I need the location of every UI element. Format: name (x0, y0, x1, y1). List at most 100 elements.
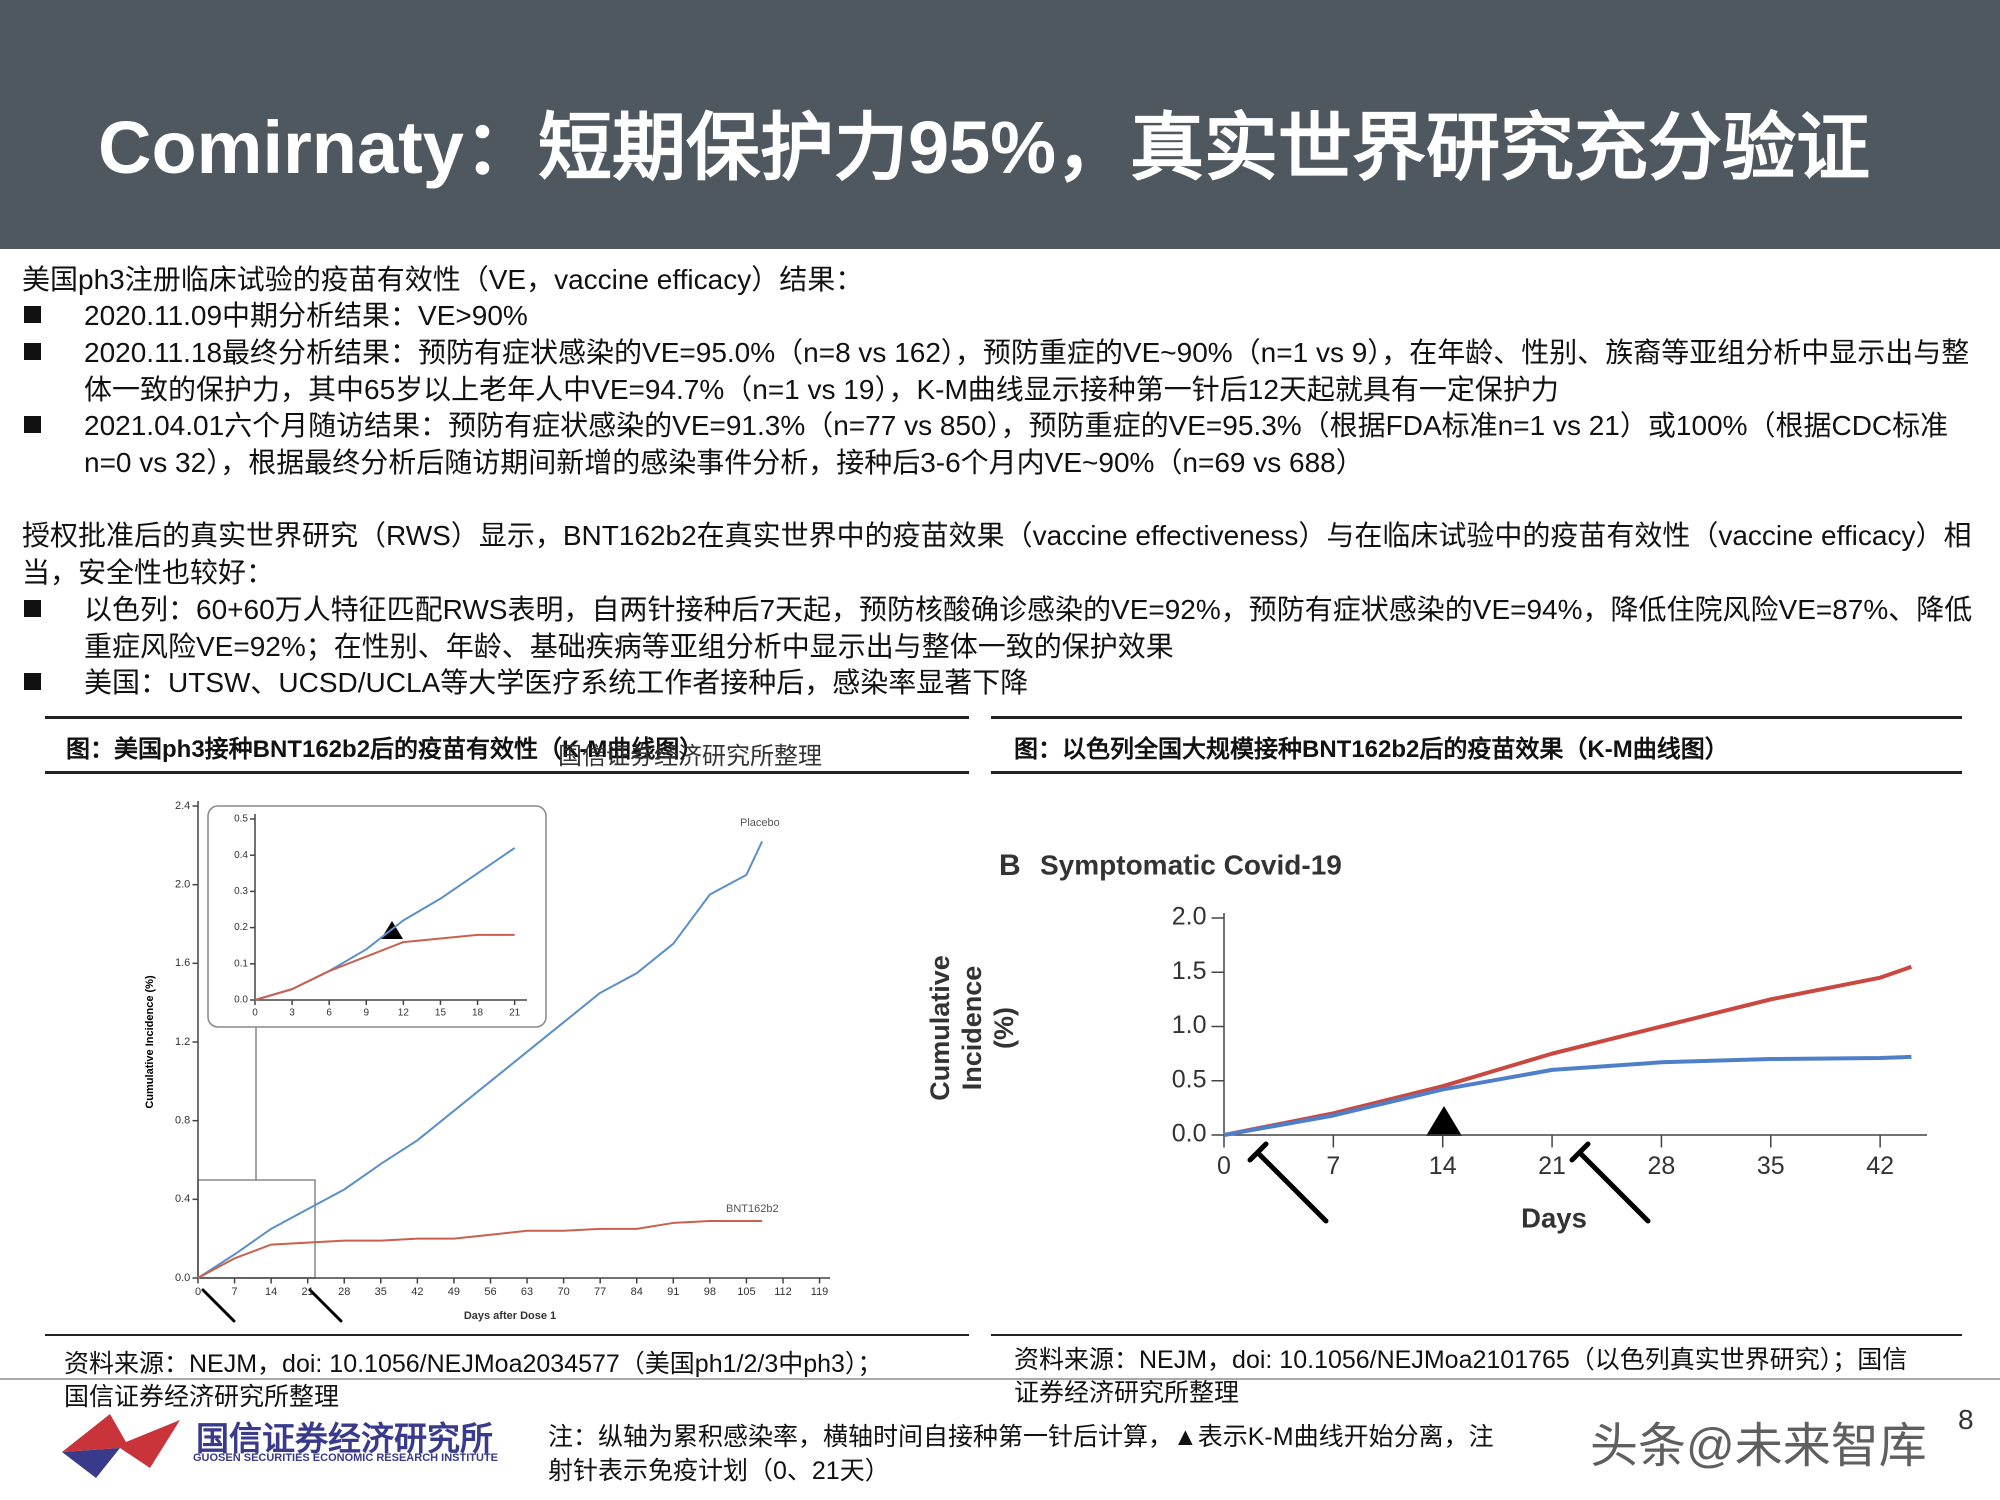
x-tick-label: 0 (1217, 1152, 1231, 1180)
y-tick-label: 2.4 (175, 800, 190, 812)
x-axis-label: Days (1521, 1202, 1587, 1233)
y-tick-label: 1.5 (1172, 957, 1207, 985)
series-line (197, 840, 764, 1279)
x-tick-label: 105 (737, 1286, 755, 1298)
x-tick-label: 6 (326, 1008, 332, 1019)
y-tick-label: 0.0 (234, 995, 248, 1006)
logo-text: 国信证券经济研究所 (196, 1420, 493, 1457)
x-tick-label: 112 (774, 1286, 792, 1298)
x-tick-label: 35 (375, 1286, 387, 1298)
x-tick-label: 77 (594, 1286, 606, 1298)
x-tick-label: 0 (195, 1286, 201, 1298)
y-tick-label: 0.3 (234, 886, 248, 897)
x-tick-label: 91 (667, 1286, 679, 1298)
x-tick-label: 28 (338, 1286, 350, 1298)
inset-frame (207, 805, 547, 1028)
y-tick-label: 0.2 (234, 922, 248, 933)
bullet-text: 2021.04.01六个月随访结果：预防有症状感染的VE=91.3%（n=77 … (84, 410, 1949, 478)
figure-source: 资料来源：NEJM，doi: 10.1056/NEJMoa2101765（以色列… (1014, 1346, 1908, 1407)
x-tick-label: 21 (1538, 1152, 1566, 1180)
y-tick-label: 2.0 (175, 879, 190, 891)
bullet-text: 2020.11.09中期分析结果：VE>90% (84, 300, 528, 331)
x-tick-label: 49 (448, 1286, 460, 1298)
figure-source: 资料来源：NEJM，doi: 10.1056/NEJMoa2034577（美国p… (64, 1350, 883, 1411)
y-axis-label: Cumulative Incidence (%) (925, 955, 1019, 1101)
x-tick-label: 56 (484, 1286, 496, 1298)
series-line (254, 847, 516, 1001)
logo-mark (62, 1414, 180, 1478)
x-tick-label: 119 (811, 1286, 829, 1298)
x-tick-label: 7 (231, 1286, 237, 1298)
note: 注：纵轴为累积感染率，横轴时间自接种第一针后计算，▲表示K-M曲线开始分离，注射… (548, 1423, 1494, 1485)
x-tick-label: 15 (435, 1008, 447, 1019)
logo-subtext: GUOSEN SECURITIES ECONOMIC RESEARCH INST… (193, 1452, 498, 1464)
page-number: 8 (1958, 1404, 1974, 1435)
logo-shape (62, 1414, 180, 1468)
y-tick-label: 0.0 (1172, 1120, 1207, 1148)
x-tick-label: 9 (363, 1008, 369, 1019)
bullet-text: 2020.11.18最终分析结果：预防有症状感染的VE=95.0%（n=8 vs… (84, 337, 1970, 405)
x-tick-label: 21 (509, 1008, 521, 1019)
y-tick-label: 2.0 (1172, 903, 1207, 931)
watermark: 头条@未来智库 (1590, 1420, 1927, 1473)
x-tick-label: 84 (631, 1286, 643, 1298)
chart-title: Symptomatic Covid-19 (1040, 849, 1342, 880)
slide-title: Comirnaty：短期保护力95%，真实世界研究充分验证 (98, 106, 1871, 189)
bullet-text: 以色列：60+60万人特征匹配RWS表明，自两针接种后7天起，预防核酸确诊感染的… (84, 594, 1973, 662)
panel-letter: B (999, 849, 1021, 882)
bullet (24, 343, 41, 360)
x-tick-label: 3 (289, 1008, 295, 1019)
syringe-icon (1247, 1141, 1651, 1224)
rule (45, 1334, 969, 1336)
y-tick-label: 0.4 (234, 850, 248, 861)
x-tick-label: 70 (557, 1286, 569, 1298)
intro: 美国ph3注册临床试验的疫苗有效性（VE，vaccine efficacy）结果… (22, 264, 864, 295)
intro: 授权批准后的真实世界研究（RWS）显示，BNT162b2在真实世界中的疫苗效果（… (22, 520, 1972, 588)
bullet (24, 306, 41, 323)
x-tick-label: 14 (1429, 1152, 1457, 1180)
rule (991, 1334, 1962, 1336)
series-line (1223, 964, 1913, 1137)
zoom-box (197, 1179, 316, 1279)
x-axis-label: Days after Dose 1 (464, 1310, 556, 1322)
series-line (1223, 1054, 1912, 1137)
series-label: BNT162b2 (726, 1203, 779, 1215)
rule (45, 716, 969, 719)
series-line (197, 1219, 763, 1279)
header-bar: Comirnaty：短期保护力95%，真实世界研究充分验证 (0, 0, 2000, 249)
y-tick-label: 0.4 (175, 1193, 190, 1205)
y-tick-label: 0.1 (234, 958, 248, 969)
x-tick-label: 7 (1326, 1152, 1340, 1180)
syringe-icon (201, 1288, 343, 1323)
x-tick-label: 35 (1757, 1152, 1785, 1180)
separation-marker (1426, 1106, 1462, 1136)
logo-shape (62, 1448, 120, 1478)
x-tick-label: 21 (302, 1286, 314, 1298)
y-tick-label: 0.8 (175, 1115, 190, 1127)
y-tick-label: 1.6 (175, 957, 190, 969)
bullet (24, 600, 41, 617)
x-tick-label: 42 (1866, 1152, 1894, 1180)
figure-caption: 图：美国ph3接种BNT162b2后的疫苗有效性（K-M曲线图） (66, 736, 704, 763)
footer-rule (0, 1378, 2000, 1380)
bullet (24, 416, 41, 433)
x-tick-label: 18 (472, 1008, 484, 1019)
bullet (24, 673, 41, 690)
series-label: Placebo (740, 817, 780, 829)
x-tick-label: 28 (1648, 1152, 1676, 1180)
y-tick-label: 0.0 (175, 1272, 190, 1284)
rule (45, 771, 969, 774)
rule (991, 716, 1962, 719)
separation-marker (381, 921, 403, 939)
x-tick-label: 12 (398, 1008, 410, 1019)
y-tick-label: 0.5 (1172, 1065, 1207, 1093)
series-line (254, 933, 515, 1001)
x-tick-label: 0 (252, 1008, 258, 1019)
x-tick-label: 42 (411, 1286, 423, 1298)
y-tick-label: 0.5 (234, 814, 248, 825)
bullet-text: 美国：UTSW、UCSD/UCLA等大学医疗系统工作者接种后，感染率显著下降 (84, 667, 1029, 698)
caption-overlay: 国信证券经济研究所整理 (558, 743, 822, 770)
y-tick-label: 1.0 (1172, 1011, 1207, 1039)
x-tick-label: 98 (704, 1286, 716, 1298)
